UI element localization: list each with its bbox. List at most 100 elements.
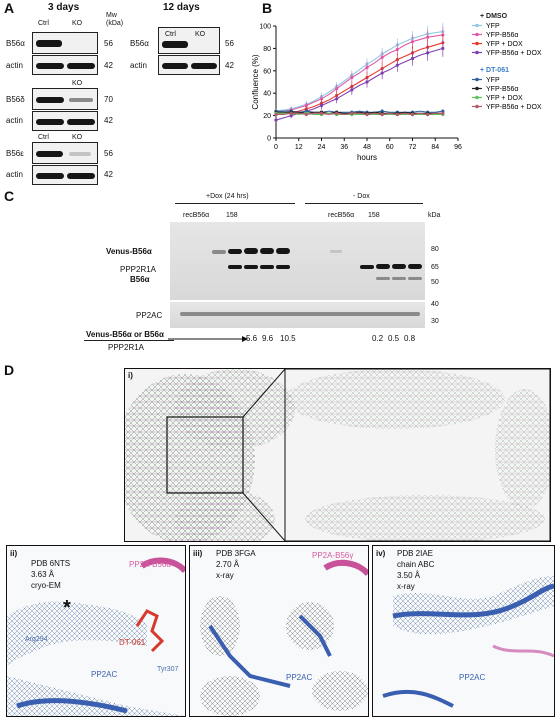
pdb-3fga: PDB 3FGA <box>216 549 256 558</box>
legend-entry: YFP-B56α <box>486 32 518 39</box>
mw-actin-1: 42 <box>104 61 113 70</box>
legend-entry: YFP + DOX <box>486 41 523 48</box>
data-point <box>365 80 369 84</box>
data-point <box>380 71 384 75</box>
density-map-overview: i) <box>124 368 551 542</box>
band-label-ppp2r1a: PPP2R1A <box>120 265 157 274</box>
data-point <box>380 109 384 113</box>
series-line <box>276 111 443 114</box>
mw-56a: 56 <box>104 39 113 48</box>
mw-b56d: 70 <box>104 95 113 104</box>
rec-label-left: recB56α <box>183 212 210 219</box>
dox-plus-label: +Dox (24 hrs) <box>206 193 249 200</box>
res-2iae: 3.50 Å <box>397 571 421 580</box>
ratio-minus-2: 0.5 <box>388 334 400 343</box>
panel-a-title-12days: 12 days <box>163 2 200 13</box>
data-point <box>441 111 445 115</box>
x-axis-label: hours <box>357 153 377 162</box>
star-marker: * <box>63 597 71 619</box>
band-label-b56a: B56α <box>130 275 150 284</box>
row-label-actin-1: actin <box>6 61 23 70</box>
legend-entry: YFP-B56α + DOX <box>486 50 542 57</box>
mw-actin-2: 42 <box>104 116 113 125</box>
data-point <box>441 109 445 113</box>
gel-upper <box>170 222 425 300</box>
x-tick-label: 24 <box>318 144 326 151</box>
density-mesh-overview <box>125 369 550 541</box>
data-point <box>304 109 308 113</box>
subpanel-ii: ii) PDB 6NTS 3.63 Å cryo-EM PP2A-B56α * … <box>6 545 186 717</box>
band-label-pp2ac: PP2AC <box>136 311 163 320</box>
sub-label-iv: iv) <box>376 549 386 558</box>
ratio-minus-1: 0.2 <box>372 334 384 343</box>
legend-entry: YFP-B56α + DOX <box>486 104 542 111</box>
residue-tyr307: Tyr307 <box>157 666 179 673</box>
row-label-b56e: B56ε <box>6 149 24 158</box>
pp2ac-label-iv: PP2AC <box>459 673 486 682</box>
confluence-chart: 0 12 24 36 48 60 72 84 96 0 20 40 60 80 100 hours Conflu… <box>251 13 542 162</box>
dox-minus-bracket <box>305 203 423 204</box>
num158-left: 158 <box>226 212 238 219</box>
subpanel-iv: iv) PDB 2IAE chain ABC 3.50 Å x-ray PP2A… <box>372 545 555 717</box>
series-line <box>275 31 443 112</box>
row-label-actin-12d: actin <box>130 61 147 70</box>
rec-label-right: recB56α <box>328 212 355 219</box>
x-tick-label: 36 <box>340 144 348 151</box>
blot-b56d <box>32 88 98 110</box>
data-point <box>319 103 324 108</box>
legend-marker <box>475 104 479 109</box>
method-2iae: x-ray <box>397 582 415 591</box>
panel-a-title-3days: 3 days <box>48 2 80 13</box>
legend-entry: YFP <box>486 23 500 30</box>
residue-arg294: Arg294 <box>25 636 48 643</box>
blot-b56a-3d <box>32 32 98 54</box>
legend-marker <box>475 86 479 91</box>
dox-plus-bracket <box>175 203 295 204</box>
num158-right: 158 <box>368 212 380 219</box>
data-point <box>426 112 430 117</box>
gel-lower <box>170 302 425 328</box>
blot-actin-12d <box>158 55 220 75</box>
row-label-b56a-12d: B56α <box>130 39 149 48</box>
blot-b56e <box>32 142 98 164</box>
row-label-actin-3: actin <box>6 170 23 179</box>
data-point <box>274 118 278 122</box>
x-tick-label: 60 <box>386 144 394 151</box>
structure-iv <box>382 576 554 708</box>
data-point <box>319 111 324 115</box>
row-label-b56d: B56δ <box>6 95 25 104</box>
panel-label-a: A <box>4 0 15 16</box>
series-line <box>275 47 443 121</box>
marker-40: 40 <box>431 301 439 308</box>
ratio-plus-2: 9.6 <box>262 334 274 343</box>
panel-label-b: B <box>262 0 273 16</box>
x-tick-label: 12 <box>295 144 303 151</box>
blot-actin-1 <box>32 55 98 75</box>
row-label-b56a: B56α <box>6 39 25 48</box>
structure-ii <box>7 557 185 716</box>
legend-marker <box>475 77 479 82</box>
x-tick-label: 48 <box>363 144 371 151</box>
data-point <box>274 112 278 117</box>
blot-actin-3 <box>32 165 98 185</box>
ratio-denominator: PPP2R1A <box>108 343 145 352</box>
data-point <box>350 111 354 115</box>
marker-65: 65 <box>431 264 439 271</box>
sub-label-iii: iii) <box>193 549 203 558</box>
y-axis-label: Confluence (%) <box>251 54 260 109</box>
ratio-numerator: Venus-B56α or B56α <box>86 330 164 339</box>
mw-actin-3: 42 <box>104 170 113 179</box>
data-point <box>365 112 369 117</box>
ratio-plus-1: 5.6 <box>246 334 258 343</box>
pdb-2iae: PDB 2IAE <box>397 549 434 558</box>
series-line <box>276 112 443 116</box>
blot-b56a-12d: Ctrl KO <box>158 27 220 54</box>
legend-entry: YFP-B56α <box>486 86 518 93</box>
legend-marker <box>475 32 479 37</box>
structure-iii <box>200 559 368 716</box>
pp2ac-label-iii: PP2AC <box>286 673 313 682</box>
y-tick-label: 40 <box>263 91 271 98</box>
panel-a-mw-header: Mw (kDa) <box>106 12 124 27</box>
ko-label-12d: KO <box>195 31 206 38</box>
ctrl-label-12d: Ctrl <box>165 31 176 38</box>
